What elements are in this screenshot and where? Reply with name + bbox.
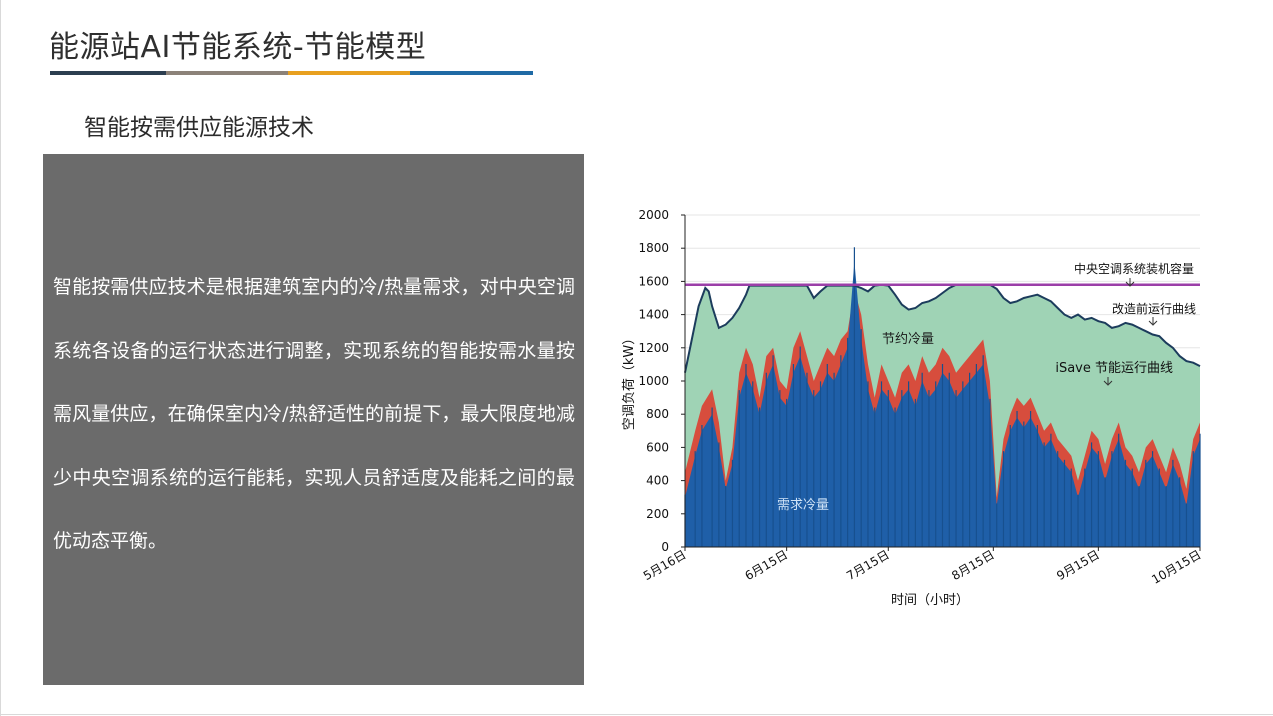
y-tick-label: 1800 — [638, 241, 669, 255]
before-curve-arrow — [1148, 317, 1158, 326]
title-underline-segment-4 — [410, 71, 533, 75]
y-tick-label: 800 — [646, 407, 669, 421]
x-tick-label: 7月15日 — [844, 547, 892, 583]
capacity-arrow — [1125, 278, 1135, 287]
description-text: 智能按需供应技术是根据建筑室内的冷/热量需求，对中央空调系统各设备的运行状态进行… — [53, 276, 575, 552]
title-underline-segment-3 — [288, 71, 410, 75]
y-tick-label: 1000 — [638, 374, 669, 388]
isave-curve-arrow — [1103, 377, 1113, 386]
x-axis-label: 时间（小时） — [891, 593, 969, 608]
page-title: 能源站AI节能系统-节能模型 — [49, 30, 427, 65]
x-tick-label: 6月15日 — [743, 547, 791, 583]
before-curve-annotation: 改造前运行曲线 — [1112, 301, 1196, 316]
y-tick-label: 1400 — [638, 308, 669, 322]
isave-curve-annotation: iSave 节能运行曲线 — [1055, 361, 1173, 376]
demand-label: 需求冷量 — [777, 498, 829, 513]
y-tick-label: 2000 — [638, 208, 669, 222]
section-subtitle: 智能按需供应能源技术 — [84, 115, 314, 141]
x-tick-label: 8月15日 — [949, 547, 997, 583]
left-border — [0, 0, 1, 716]
y-tick-label: 200 — [646, 507, 669, 521]
load-chart: 02004006008001000120014001600180020005月1… — [622, 208, 1204, 608]
x-tick-label: 9月15日 — [1054, 547, 1102, 583]
savings-label: 节约冷量 — [882, 332, 934, 347]
y-tick-label: 0 — [661, 540, 669, 554]
bottom-border — [0, 714, 1273, 715]
title-underline-segment-1 — [50, 71, 166, 75]
capacity-annotation: 中央空调系统装机容量 — [1074, 261, 1194, 276]
description-panel: 智能按需供应技术是根据建筑室内的冷/热量需求，对中央空调系统各设备的运行状态进行… — [43, 154, 584, 685]
y-axis-label: 空调负荷（kW） — [622, 332, 637, 430]
y-tick-label: 600 — [646, 440, 669, 454]
y-tick-label: 1600 — [638, 274, 669, 288]
y-tick-label: 1200 — [638, 341, 669, 355]
x-tick-label: 10月15日 — [1149, 547, 1203, 586]
title-underline-segment-2 — [166, 71, 288, 75]
y-tick-label: 400 — [646, 474, 669, 488]
